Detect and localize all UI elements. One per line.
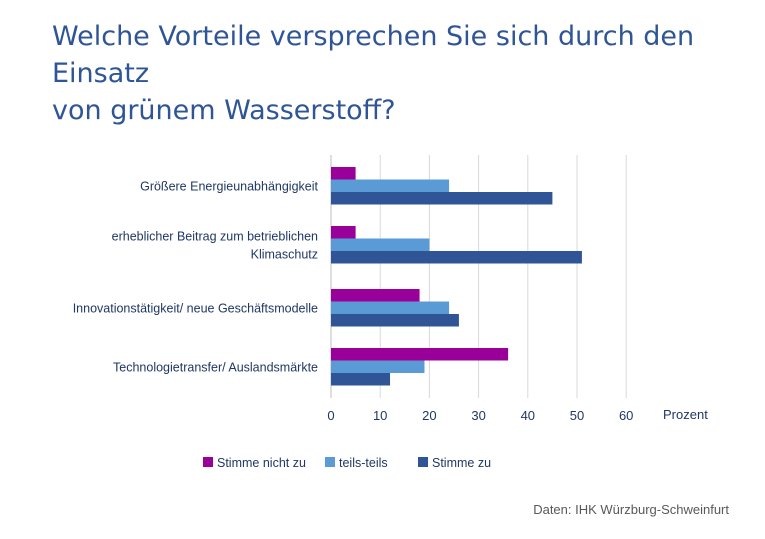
legend-label: Stimme zu — [432, 456, 491, 470]
x-tick-label: 10 — [373, 408, 387, 423]
x-tick-label: 60 — [619, 408, 633, 423]
category-label: Klimaschutz — [251, 247, 318, 261]
chart-title-line-1: Welche Vorteile versprechen Sie sich dur… — [52, 21, 695, 89]
bar-stimme-zu-2 — [331, 314, 459, 327]
source-note: Daten: IHK Würzburg-Schweinfurt — [533, 502, 729, 517]
chart-title-line-2: von grünem Wasserstoff? — [52, 95, 396, 126]
chart-title: Welche Vorteile versprechen Sie sich dur… — [52, 18, 742, 129]
bar-teils-teils-2 — [331, 301, 450, 314]
category-label: Innovationstätigkeit/ neue Geschäftsmode… — [73, 301, 318, 315]
x-tick-label: 40 — [521, 408, 535, 423]
x-axis-label: Prozent — [663, 407, 708, 422]
bar-stimme-nicht-zu-3 — [331, 348, 509, 361]
bar-teils-teils-0 — [331, 179, 450, 192]
category-label: Größere Energieunabhängigkeit — [140, 179, 318, 193]
bar-stimme-nicht-zu-1 — [331, 226, 356, 239]
x-tick-label: 50 — [570, 408, 584, 423]
bar-teils-teils-1 — [331, 238, 430, 251]
bar-stimme-nicht-zu-2 — [331, 289, 420, 302]
legend-label: teils-teils — [339, 456, 388, 470]
legend-swatch — [325, 457, 335, 467]
legend-swatch — [418, 457, 428, 467]
x-tick-label: 20 — [422, 408, 436, 423]
category-label: Technologietransfer/ Auslandsmärkte — [113, 360, 318, 374]
legend-label: Stimme nicht zu — [217, 456, 306, 470]
bar-stimme-zu-3 — [331, 373, 391, 386]
bar-stimme-zu-0 — [331, 192, 553, 205]
x-tick-label: 30 — [471, 408, 485, 423]
x-tick-label: 0 — [327, 408, 334, 423]
legend-swatch — [203, 457, 213, 467]
bar-teils-teils-3 — [331, 360, 425, 373]
category-label: erheblicher Beitrag zum betrieblichen — [112, 229, 318, 243]
bar-stimme-nicht-zu-0 — [331, 167, 356, 180]
bar-stimme-zu-1 — [331, 251, 582, 264]
